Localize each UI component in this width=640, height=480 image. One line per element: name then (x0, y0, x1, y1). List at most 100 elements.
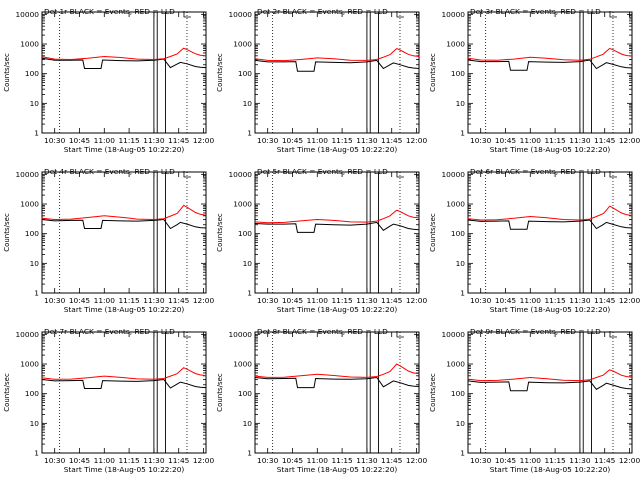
marker-flag (609, 11, 617, 18)
series-line-events (254, 59, 420, 72)
plot-frame (254, 331, 420, 454)
x-tick-label: 12:00 (406, 136, 428, 145)
y-tick-label: 10000 (441, 10, 465, 19)
x-tick-label: 10:45 (282, 136, 304, 145)
plot-frame (41, 171, 207, 294)
x-tick-label: 11:45 (381, 296, 403, 305)
x-tick-label: 12:00 (406, 296, 428, 305)
y-axis-label: Counts/sec (429, 53, 437, 92)
x-tick-label: 10:30 (470, 136, 492, 145)
series-line-events (254, 376, 420, 389)
x-tick-label: 11:00 (307, 456, 329, 465)
y-tick-label: 1 (247, 449, 252, 458)
x-tick-label: 10:30 (470, 456, 492, 465)
x-tick-label: 11:00 (307, 136, 329, 145)
x-tick-label: 12:00 (193, 136, 215, 145)
marker-flag (609, 331, 617, 338)
x-axis-label: Start Time (18-Aug-05 10:22:20) (277, 305, 398, 314)
series-line-events (467, 219, 633, 230)
series-line-lld (254, 48, 420, 62)
y-tick-label: 100 (451, 229, 465, 238)
x-tick-label: 12:00 (619, 296, 640, 305)
series-line-lld (467, 205, 633, 221)
detector-panel-2: Det 2r BLACK = Events, RED = LLD11010010… (216, 7, 427, 154)
y-tick-label: 10 (456, 259, 466, 268)
x-tick-label: 10:45 (282, 456, 304, 465)
x-tick-label: 12:00 (193, 296, 215, 305)
y-tick-label: 100 (25, 69, 39, 78)
series-line-events (467, 380, 633, 392)
detector-panel-8: Det 8r BLACK = Events, RED = LLD11010010… (216, 327, 427, 474)
x-tick-label: 11:30 (569, 136, 591, 145)
y-tick-label: 100 (25, 229, 39, 238)
series-line-lld (254, 363, 420, 378)
x-tick-label: 11:15 (118, 296, 140, 305)
y-axis-label: Counts/sec (216, 213, 224, 252)
y-axis-label: Counts/sec (216, 373, 224, 412)
x-tick-label: 10:45 (495, 296, 517, 305)
x-tick-label: 11:15 (544, 136, 566, 145)
x-axis-label: Start Time (18-Aug-05 10:22:20) (277, 465, 398, 474)
plot-frame (254, 11, 420, 134)
y-tick-label: 1 (460, 449, 465, 458)
x-tick-label: 12:00 (619, 136, 640, 145)
x-tick-label: 11:15 (331, 456, 353, 465)
plot-frame (254, 171, 420, 294)
x-tick-label: 10:45 (495, 136, 517, 145)
y-tick-label: 100 (238, 229, 252, 238)
x-tick-label: 11:00 (520, 136, 542, 145)
y-tick-label: 100 (451, 69, 465, 78)
series-line-events (41, 378, 207, 389)
x-tick-label: 11:30 (143, 136, 165, 145)
x-axis-label: Start Time (18-Aug-05 10:22:20) (64, 305, 185, 314)
x-tick-label: 11:30 (356, 456, 378, 465)
detector-panel-1: Det 1r BLACK = Events, RED = LLD11010010… (3, 7, 214, 154)
y-tick-label: 100 (25, 389, 39, 398)
y-tick-label: 10 (30, 419, 40, 428)
y-axis-label: Counts/sec (3, 373, 11, 412)
x-tick-label: 11:00 (94, 456, 116, 465)
x-tick-label: 11:45 (168, 136, 190, 145)
x-tick-label: 11:15 (331, 296, 353, 305)
y-axis-label: Counts/sec (429, 373, 437, 412)
x-tick-label: 10:45 (69, 136, 91, 145)
x-tick-label: 11:30 (569, 296, 591, 305)
y-axis-label: Counts/sec (216, 53, 224, 92)
y-tick-label: 100 (238, 389, 252, 398)
x-tick-label: 11:00 (520, 296, 542, 305)
x-tick-label: 11:45 (381, 136, 403, 145)
x-tick-label: 11:00 (94, 136, 116, 145)
y-tick-label: 1000 (446, 360, 465, 369)
y-tick-label: 10000 (441, 330, 465, 339)
x-axis-label: Start Time (18-Aug-05 10:22:20) (490, 145, 611, 154)
x-tick-label: 10:30 (257, 296, 279, 305)
x-axis-label: Start Time (18-Aug-05 10:22:20) (490, 305, 611, 314)
y-tick-label: 10000 (228, 170, 252, 179)
y-tick-label: 1000 (20, 200, 39, 209)
plot-frame (467, 11, 633, 134)
x-tick-label: 12:00 (619, 456, 640, 465)
detector-panel-4: Det 4r BLACK = Events, RED = LLD11010010… (3, 167, 214, 314)
x-tick-label: 10:30 (44, 296, 66, 305)
y-tick-label: 10000 (15, 330, 39, 339)
plot-frame (41, 11, 207, 134)
y-tick-label: 10 (243, 259, 253, 268)
detector-panel-3: Det 3r BLACK = Events, RED = LLD11010010… (429, 7, 640, 154)
x-tick-label: 10:30 (470, 296, 492, 305)
series-line-lld (41, 367, 207, 380)
x-tick-label: 11:15 (544, 296, 566, 305)
x-tick-label: 10:45 (69, 296, 91, 305)
y-tick-label: 1000 (20, 360, 39, 369)
x-tick-label: 10:30 (44, 136, 66, 145)
marker-flag (609, 171, 617, 178)
series-line-events (41, 57, 207, 69)
x-tick-label: 11:15 (331, 136, 353, 145)
plot-frame (467, 171, 633, 294)
x-tick-label: 11:45 (381, 456, 403, 465)
series-line-lld (254, 209, 420, 224)
marker-flag (183, 331, 191, 338)
x-tick-label: 12:00 (193, 456, 215, 465)
x-tick-label: 11:30 (356, 296, 378, 305)
x-tick-label: 11:45 (594, 296, 616, 305)
x-tick-label: 11:15 (118, 456, 140, 465)
